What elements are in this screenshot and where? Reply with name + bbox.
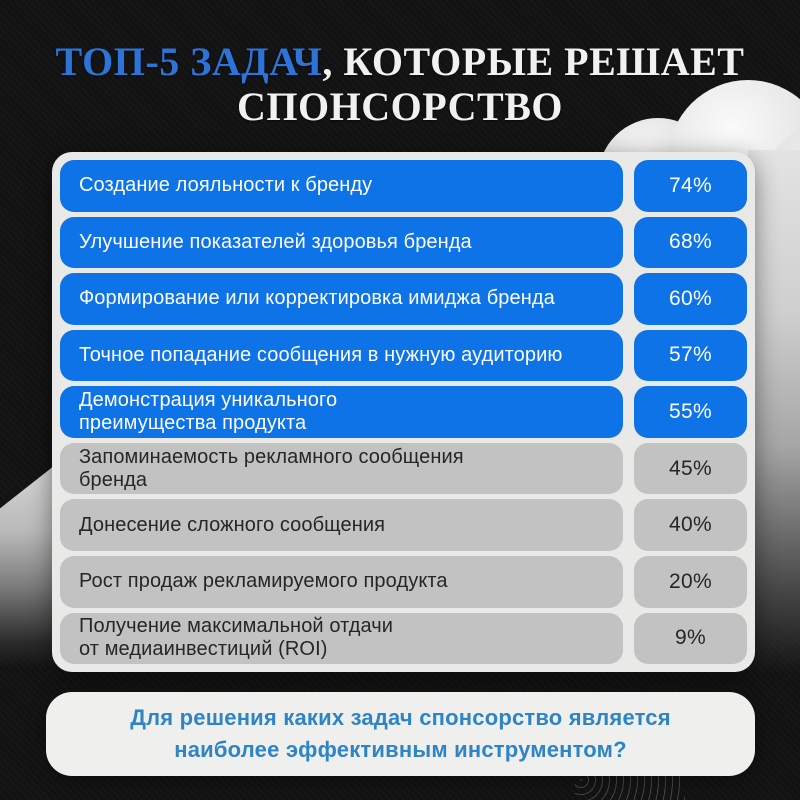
task-label: Демонстрация уникального преимущества пр… — [60, 386, 623, 438]
question-text: Для решения каких задач спонсорство явля… — [130, 705, 671, 762]
task-value: 55% — [634, 386, 747, 438]
task-label: Улучшение показателей здоровья бренда — [60, 216, 623, 269]
task-label: Донесение сложного сообщения — [60, 499, 623, 551]
table-row: Донесение сложного сообщения 40% — [60, 499, 747, 551]
task-label: Точное попадание сообщения в нужную ауди… — [60, 329, 623, 382]
title-line2: СПОНСОРСТВО — [236, 83, 563, 129]
table-row: Рост продаж рекламируемого продукта 20% — [60, 555, 747, 608]
table-row: Формирование или корректировка имиджа бр… — [60, 273, 747, 325]
task-value: 9% — [634, 612, 747, 665]
task-value: 74% — [634, 160, 747, 212]
table-row: Запоминаемость рекламного сообщения брен… — [60, 442, 747, 495]
task-value: 20% — [634, 555, 747, 608]
task-value: 57% — [634, 329, 747, 382]
page-title: ТОП-5 ЗАДАЧ, КОТОРЫЕ РЕШАЕТ СПОНСОРСТВО — [0, 39, 800, 130]
table-row: Создание лояльности к бренду 74% — [60, 160, 747, 212]
task-label: Рост продаж рекламируемого продукта — [60, 555, 623, 608]
ranking-table-card: Создание лояльности к бренду 74% Улучшен… — [52, 152, 755, 672]
table-row: Улучшение показателей здоровья бренда 68… — [60, 216, 747, 269]
title-rest: , КОТОРЫЕ РЕШАЕТ — [322, 39, 745, 84]
task-value: 60% — [634, 273, 747, 325]
table-row: Точное попадание сообщения в нужную ауди… — [60, 329, 747, 382]
task-value: 40% — [634, 499, 747, 551]
task-label: Получение максимальной отдачи от медиаин… — [60, 612, 623, 665]
question-banner: Для решения каких задач спонсорство явля… — [46, 692, 755, 776]
table-row: Получение максимальной отдачи от медиаин… — [60, 612, 747, 665]
title-highlight: ТОП-5 ЗАДАЧ — [55, 39, 323, 84]
task-label: Создание лояльности к бренду — [60, 160, 623, 212]
table-row: Демонстрация уникального преимущества пр… — [60, 386, 747, 438]
cloud-shape — [748, 150, 800, 690]
ranking-table: Создание лояльности к бренду 74% Улучшен… — [60, 160, 747, 665]
task-label: Формирование или корректировка имиджа бр… — [60, 273, 623, 325]
task-label: Запоминаемость рекламного сообщения брен… — [60, 442, 623, 495]
task-value: 45% — [634, 442, 747, 495]
task-value: 68% — [634, 216, 747, 269]
noise-speckle — [575, 774, 685, 800]
